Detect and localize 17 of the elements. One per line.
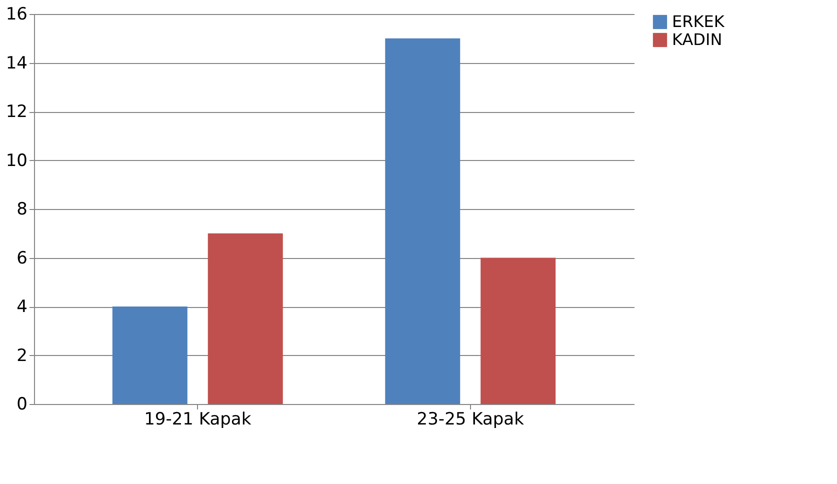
bar (480, 258, 556, 404)
y-tick-label: 8 (16, 200, 28, 220)
x-tick-label: 23-25 Kapak (416, 410, 524, 430)
x-tick-label: 19-21 Kapak (144, 410, 252, 430)
legend-label: KADIN (672, 30, 722, 49)
y-tick-label: 6 (16, 248, 28, 268)
y-tick-label: 10 (6, 150, 28, 171)
y-tick-label: 4 (16, 297, 28, 317)
legend-label: ERKEK (672, 12, 725, 31)
y-tick-label: 2 (16, 346, 28, 366)
bar (385, 38, 460, 404)
y-tick-label: 14 (6, 53, 28, 74)
y-tick-label: 16 (6, 4, 28, 24)
y-tick-label: 12 (6, 102, 28, 122)
bar (208, 233, 283, 404)
bar (112, 306, 188, 404)
y-tick-label: 0 (16, 394, 28, 414)
